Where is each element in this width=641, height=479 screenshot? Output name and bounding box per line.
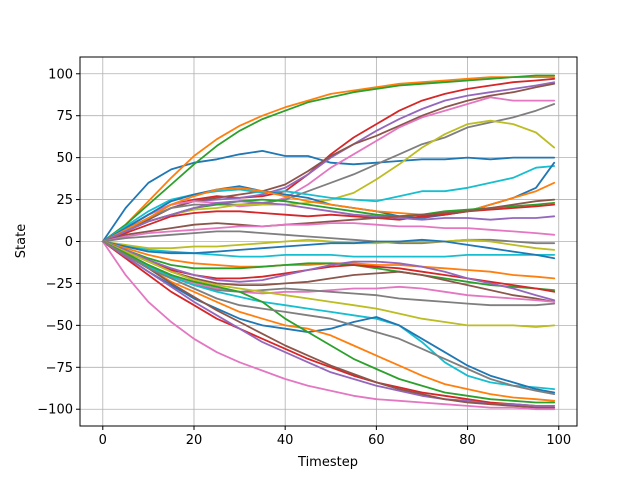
series-line [101, 240, 556, 291]
series-line [101, 240, 556, 411]
series-line [101, 240, 556, 407]
series-line [101, 76, 556, 243]
y-tick-label: 100 [48, 67, 73, 82]
series-line [101, 198, 556, 243]
y-tick-label: 0 [65, 235, 73, 250]
series-line [101, 240, 556, 394]
x-tick-label: 60 [368, 433, 385, 448]
series-line [101, 222, 556, 243]
y-tick-label: 50 [56, 151, 73, 166]
series-line [101, 238, 556, 251]
y-tick-label: −100 [37, 403, 73, 418]
series-line [101, 181, 556, 243]
series-line [101, 240, 556, 404]
series-line [101, 238, 556, 260]
series-line [101, 240, 556, 258]
series-line [101, 82, 556, 243]
series-line [101, 200, 556, 243]
series-line [101, 103, 556, 243]
x-tick-label: 80 [459, 433, 476, 448]
series-line [101, 230, 556, 245]
series-line [101, 96, 556, 243]
y-tick-label: 75 [56, 109, 73, 124]
series-line [101, 150, 556, 243]
series-line [101, 240, 556, 328]
x-tick-label: 40 [277, 433, 294, 448]
series-line [101, 240, 556, 409]
series-line [101, 203, 556, 243]
series-line [101, 240, 556, 390]
y-tick-label: −25 [46, 277, 73, 292]
x-axis-label: Timestep [297, 455, 358, 470]
series-line [101, 240, 556, 302]
series-line [101, 240, 556, 293]
series-lines [101, 74, 556, 411]
y-tick-label: 25 [56, 193, 73, 208]
y-axis-label: State [14, 224, 29, 258]
y-axis-ticks: −100 −75 −50 −25 0 25 50 75 100 [37, 67, 80, 418]
x-tick-label: 0 [99, 433, 107, 448]
x-tick-label: 100 [546, 433, 571, 448]
x-axis-ticks: 0 20 40 60 80 100 [99, 426, 571, 448]
y-tick-label: −50 [46, 319, 73, 334]
series-line [101, 240, 556, 402]
series-line [101, 240, 556, 395]
x-tick-label: 20 [186, 433, 203, 448]
series-line [101, 74, 556, 243]
series-line [101, 165, 556, 243]
y-tick-label: −75 [46, 361, 73, 376]
